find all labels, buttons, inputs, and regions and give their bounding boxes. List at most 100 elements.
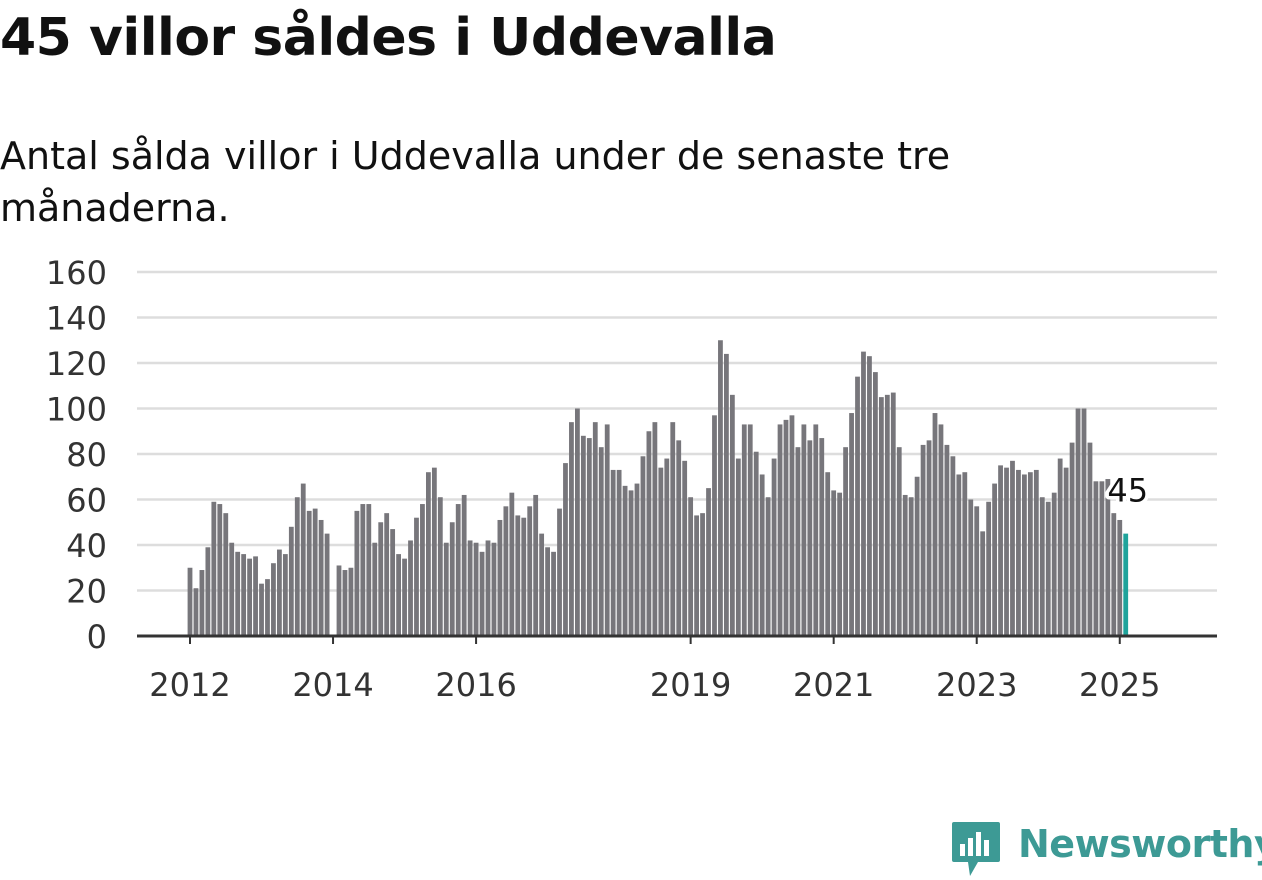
bar <box>1087 442 1093 636</box>
bar <box>211 501 217 636</box>
bar <box>914 476 920 636</box>
bar <box>920 444 926 636</box>
bar <box>664 458 670 636</box>
bar <box>777 424 783 636</box>
bar <box>980 531 986 636</box>
bar <box>825 472 831 636</box>
bar <box>443 542 449 636</box>
bar <box>932 413 938 636</box>
bar <box>670 422 676 636</box>
bar <box>533 494 539 636</box>
bar <box>706 488 711 636</box>
bar <box>294 497 300 636</box>
bar <box>378 522 384 636</box>
bar <box>867 356 872 636</box>
bar <box>431 467 437 636</box>
bar <box>247 558 252 636</box>
bar <box>759 474 765 636</box>
y-tick-label: 40 <box>66 527 107 565</box>
x-tick-label: 2025 <box>1079 666 1160 704</box>
bar <box>968 499 974 636</box>
bar <box>843 447 848 636</box>
bar <box>735 458 741 636</box>
bar <box>873 372 878 636</box>
bar <box>729 394 735 636</box>
newsworthy-brand: Newsworthy <box>948 820 1262 880</box>
bar <box>521 517 527 636</box>
bar <box>950 456 956 636</box>
y-tick-label: 80 <box>66 436 107 474</box>
bar <box>545 547 550 636</box>
bar <box>503 506 509 636</box>
bar <box>527 506 533 636</box>
bar <box>795 447 801 636</box>
bar <box>801 424 807 636</box>
bar <box>312 508 318 636</box>
bar <box>580 435 586 636</box>
bar <box>807 440 813 636</box>
bar <box>962 472 968 636</box>
bar <box>396 554 401 636</box>
bar <box>753 451 759 636</box>
bar <box>366 504 372 636</box>
bar <box>360 504 366 636</box>
bar <box>467 540 473 636</box>
x-tick-label: 2021 <box>793 666 874 704</box>
bar <box>1063 467 1069 636</box>
x-tick-label: 2023 <box>936 666 1017 704</box>
bar <box>592 422 598 636</box>
bar <box>437 497 443 636</box>
bar <box>461 494 467 636</box>
y-tick-label: 160 <box>46 254 107 292</box>
bar <box>1010 460 1015 636</box>
bar <box>282 554 288 636</box>
chart-subtitle: Antal sålda villor i Uddevalla under de … <box>0 134 951 230</box>
bar <box>813 424 819 636</box>
bar <box>324 533 330 636</box>
bar <box>384 513 390 636</box>
bar <box>491 542 497 636</box>
bar <box>878 397 884 636</box>
bar <box>992 483 997 636</box>
bar <box>575 408 580 636</box>
bar <box>902 494 908 636</box>
bar <box>235 551 241 636</box>
bar <box>634 483 640 636</box>
bar <box>837 492 843 636</box>
bar <box>306 510 312 636</box>
bar <box>193 588 199 636</box>
bar <box>1069 442 1075 636</box>
bar <box>1022 474 1027 636</box>
bar <box>265 579 270 636</box>
bar <box>271 563 276 636</box>
bar <box>1033 469 1039 636</box>
bar <box>1075 408 1081 636</box>
bar <box>1081 408 1087 636</box>
bar <box>485 540 491 636</box>
y-axis-ticks: 0 20 40 60 80 100 120 140 160 <box>46 254 107 656</box>
bar <box>557 508 562 636</box>
bar <box>604 424 610 636</box>
bar <box>718 340 723 636</box>
bars <box>187 340 1129 636</box>
bar <box>420 504 425 636</box>
bar <box>884 394 890 636</box>
bar <box>747 424 753 636</box>
x-tick-label: 2012 <box>149 666 230 704</box>
bar <box>610 469 616 636</box>
bar <box>741 424 747 636</box>
bar <box>569 422 574 636</box>
bar <box>855 376 860 636</box>
bar <box>628 490 634 636</box>
bar <box>819 438 825 636</box>
bar <box>539 533 545 636</box>
bar <box>229 542 235 636</box>
bar <box>598 447 604 636</box>
bar-latest <box>1123 533 1129 636</box>
bar <box>831 490 837 636</box>
y-tick-label: 60 <box>66 482 107 520</box>
bar <box>253 556 258 636</box>
x-axis-ticks: 2012 2014 2016 2019 2021 2023 2025 <box>149 636 1160 704</box>
bar <box>986 501 992 636</box>
bar <box>217 504 223 636</box>
